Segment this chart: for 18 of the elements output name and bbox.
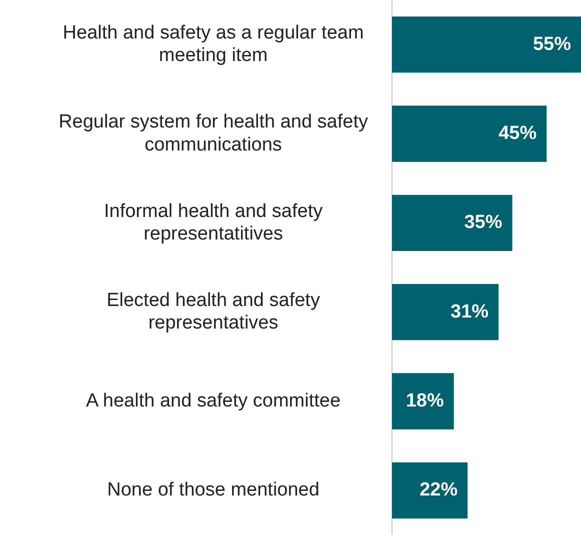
y-tick-label: Health and safety as a regular team meeting item <box>62 22 364 66</box>
data-label: 45% <box>498 122 537 144</box>
data-label: 35% <box>464 212 502 234</box>
y-tick-label: None of those mentioned <box>107 480 320 501</box>
y-tick-label: Elected health and safety representatives <box>106 290 320 334</box>
data-label: 55% <box>532 34 572 55</box>
y-tick-label: Regular system for health and safety communications <box>58 112 368 156</box>
bar <box>392 284 499 340</box>
y-tick-label: A health and safety committee <box>86 390 341 412</box>
y-tick-label: Informal health and safety representatitives <box>104 200 324 245</box>
data-label: 22% <box>420 480 458 501</box>
bar <box>392 16 581 73</box>
data-label: 18% <box>406 390 444 412</box>
bar <box>392 462 468 519</box>
bar <box>392 373 454 430</box>
bar <box>392 106 547 162</box>
data-label: 31% <box>450 301 489 322</box>
bar <box>392 194 512 252</box>
